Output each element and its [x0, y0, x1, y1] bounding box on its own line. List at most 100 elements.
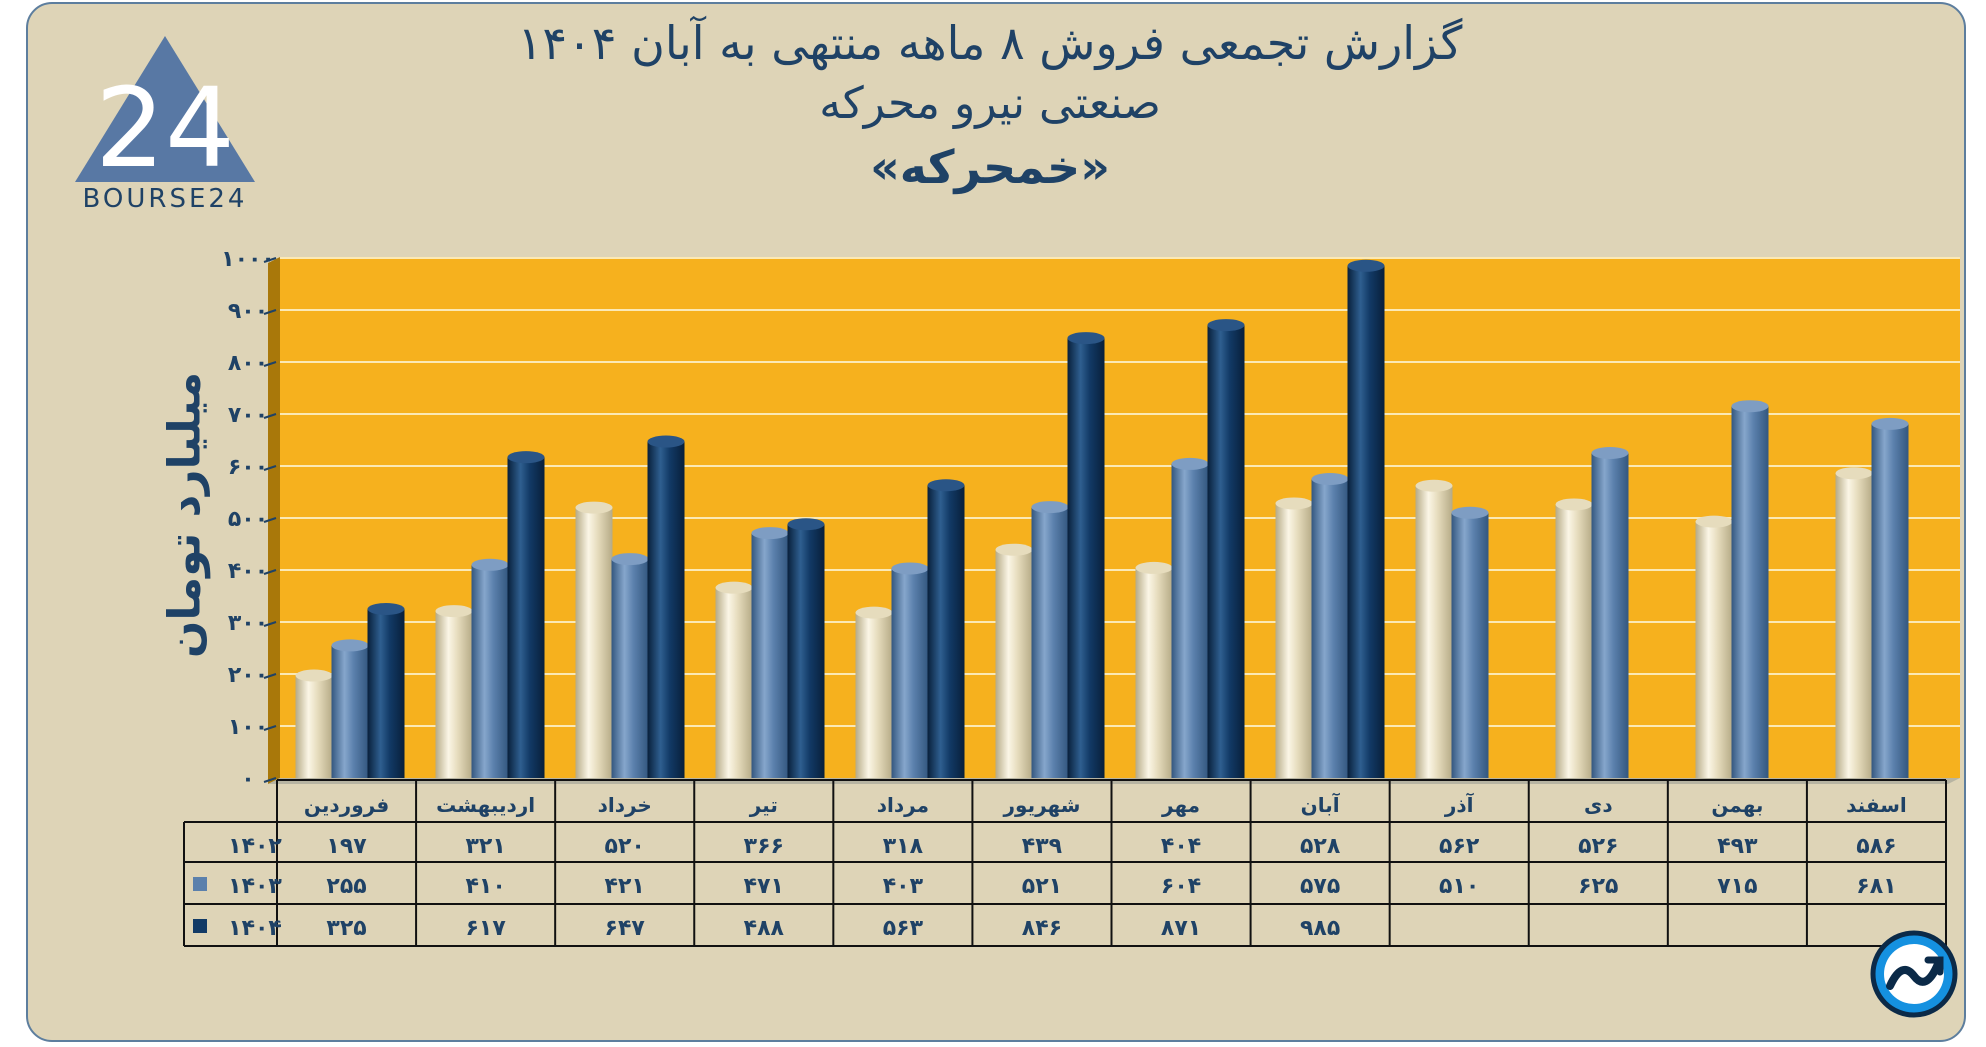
bar-1402 — [1695, 521, 1733, 778]
data-label-۱۴۰۳: ۵۷۵ — [1300, 874, 1340, 899]
y-tick — [263, 569, 277, 575]
table-month-header: تیر — [749, 793, 778, 817]
bar-top-1402 — [995, 543, 1033, 556]
data-label-۱۴۰۲: ۵۲۸ — [1300, 834, 1341, 859]
data-label-۱۴۰۲: ۵۲۶ — [1578, 834, 1618, 859]
bar-top-1403 — [611, 553, 649, 566]
table-month-header: آذر — [1444, 792, 1475, 817]
data-label-۱۴۰۳: ۴۷۱ — [744, 874, 784, 899]
data-label-۱۴۰۳: ۴۲۱ — [605, 874, 645, 899]
bar-1404 — [1347, 265, 1385, 778]
bar-1402 — [995, 549, 1033, 778]
data-label-۱۴۰۳: ۲۵۵ — [326, 874, 366, 899]
y-tick-label: ۴۰۰ — [228, 559, 268, 584]
bar-1403 — [1451, 512, 1489, 778]
row-label-۱۴۰۲: ۱۴۰۲ — [228, 834, 282, 859]
bar-1402 — [435, 611, 473, 778]
data-label-۱۴۰۴: ۴۸۸ — [744, 916, 785, 941]
bar-1402 — [1555, 504, 1593, 778]
bar-1403 — [331, 645, 369, 778]
table-month-header: مهر — [1161, 793, 1200, 817]
bar-1402 — [855, 612, 893, 778]
ticker-symbol: «خمحرکه» — [870, 140, 1110, 194]
data-label-۱۴۰۲: ۳۲۱ — [465, 834, 505, 859]
bar-top-1402 — [1135, 561, 1173, 574]
bar-top-1404 — [1207, 319, 1245, 332]
table-month-header: آبان — [1301, 792, 1341, 817]
bar-top-1404 — [787, 518, 825, 531]
bar-top-1402 — [1275, 497, 1313, 510]
bar-1404 — [1207, 325, 1245, 778]
data-label-۱۴۰۲: ۴۳۹ — [1022, 834, 1062, 859]
bar-top-1404 — [927, 479, 965, 492]
y-tick-label: ۳۰۰ — [228, 611, 268, 636]
bar-top-1404 — [1347, 259, 1385, 272]
bar-top-1403 — [891, 562, 929, 575]
plot-side-wall — [268, 257, 280, 784]
data-label-۱۴۰۲: ۵۶۲ — [1439, 834, 1480, 859]
data-label-۱۴۰۲: ۴۹۳ — [1717, 834, 1758, 859]
y-tick-label: ۰ — [241, 767, 254, 792]
y-tick-label: ۷۰۰ — [228, 403, 268, 428]
y-tick — [263, 517, 277, 523]
bar-1403 — [611, 559, 649, 778]
bar-1403 — [1031, 507, 1069, 778]
y-tick — [263, 777, 277, 783]
data-label-۱۴۰۴: ۹۸۵ — [1300, 916, 1340, 941]
logo-mark-text: 24 — [95, 64, 235, 192]
y-tick — [263, 413, 277, 419]
data-label-۱۴۰۲: ۵۸۶ — [1856, 834, 1896, 859]
bar-top-1403 — [1451, 506, 1489, 519]
data-label-۱۴۰۲: ۵۲۰ — [605, 834, 645, 859]
table-month-header: شهریور — [1003, 793, 1081, 817]
bar-top-1402 — [715, 581, 753, 594]
y-tick — [263, 309, 277, 315]
data-label-۱۴۰۳: ۵۲۱ — [1022, 874, 1062, 899]
data-label-۱۴۰۴: ۸۴۶ — [1022, 916, 1062, 941]
y-tick — [263, 621, 277, 627]
bar-1402 — [1415, 485, 1453, 778]
bar-1404 — [787, 524, 825, 778]
y-tick-label: ۲۰۰ — [228, 663, 268, 688]
bar-1403 — [1591, 453, 1629, 778]
table-month-header: بهمن — [1711, 793, 1763, 817]
bar-top-1402 — [1695, 515, 1733, 528]
table-month-header: مرداد — [877, 793, 929, 817]
bar-1404 — [927, 485, 965, 778]
bar-1402 — [1135, 567, 1173, 778]
y-tick-label: ۱۰۰ — [228, 715, 268, 740]
bar-top-1402 — [575, 501, 613, 514]
data-label-۱۴۰۴: ۶۱۷ — [465, 916, 506, 941]
bar-top-1403 — [751, 527, 789, 540]
bar-1403 — [1731, 406, 1769, 778]
y-tick — [263, 257, 277, 263]
y-tick — [263, 361, 277, 367]
y-tick-label: ۸۰۰ — [228, 351, 268, 376]
bar-top-1402 — [435, 605, 473, 618]
data-label-۱۴۰۳: ۶۸۱ — [1856, 874, 1896, 899]
bar-top-1403 — [1871, 417, 1909, 430]
bar-1403 — [891, 568, 929, 778]
data-label-۱۴۰۲: ۳۶۶ — [744, 834, 784, 859]
data-label-۱۴۰۳: ۴۱۰ — [465, 874, 505, 899]
bar-1402 — [295, 675, 333, 778]
company-name: صنعتی نیرو محرکه — [819, 78, 1161, 129]
data-label-۱۴۰۴: ۸۷۱ — [1161, 916, 1201, 941]
bar-top-1403 — [1591, 447, 1629, 459]
logo-text: BOURSE24 — [82, 184, 248, 214]
bar-1402 — [715, 587, 753, 778]
legend-swatch-۱۴۰۴ — [193, 919, 207, 933]
data-label-۱۴۰۳: ۷۱۵ — [1717, 874, 1757, 899]
table-month-header: اردیبهشت — [436, 793, 535, 817]
legend-swatch-۱۴۰۳ — [193, 877, 207, 891]
bar-1402 — [1275, 503, 1313, 778]
bar-1403 — [1311, 479, 1349, 778]
bar-top-1403 — [1171, 457, 1209, 470]
trend-badge-icon — [1870, 930, 1958, 1018]
data-label-۱۴۰۳: ۴۰۳ — [883, 874, 924, 899]
bar-top-1404 — [647, 435, 685, 448]
bar-1404 — [1067, 338, 1105, 778]
y-tick-label: ۹۰۰ — [228, 299, 268, 324]
data-label-۱۴۰۴: ۵۶۳ — [883, 916, 924, 941]
